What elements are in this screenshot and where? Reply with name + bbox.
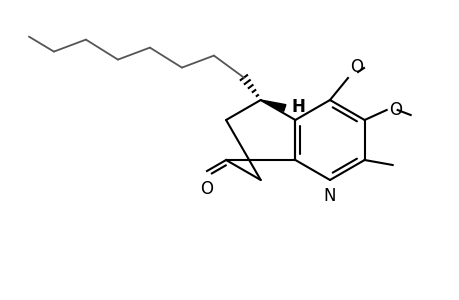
Polygon shape [260, 100, 285, 111]
Text: O: O [349, 58, 362, 76]
Text: O: O [388, 101, 401, 119]
Text: O: O [200, 180, 213, 198]
Text: N: N [323, 187, 336, 205]
Text: H: H [291, 98, 305, 116]
